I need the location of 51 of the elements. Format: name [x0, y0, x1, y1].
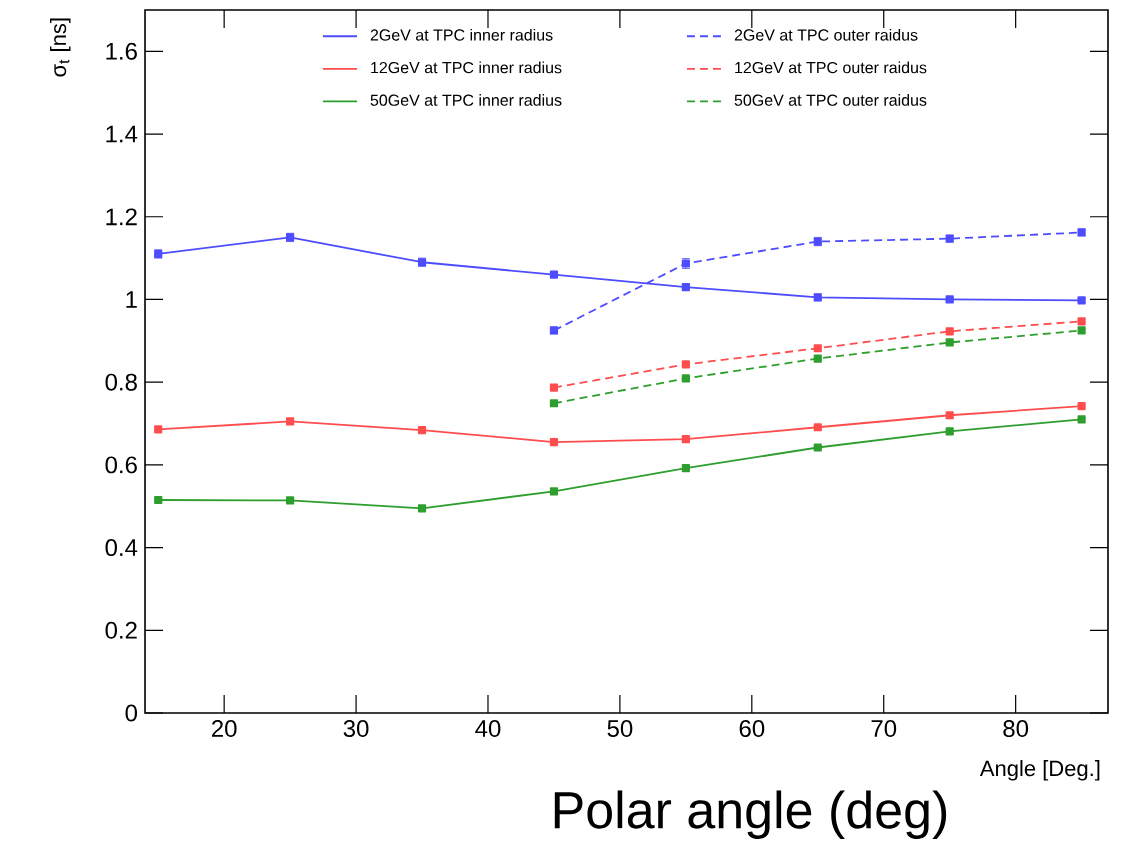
- y-tick-label: 1.6: [106, 42, 137, 60]
- legend-label: 50GeV at TPC outer raidus: [734, 94, 927, 106]
- y-tick-label: 0.2: [105, 621, 137, 639]
- y-tick-label: 0.8: [105, 373, 137, 391]
- point: [813, 423, 822, 432]
- point: [549, 487, 559, 496]
- point: [1077, 402, 1086, 411]
- legend-label: 12GeV at TPC inner radius: [371, 61, 562, 74]
- point: [681, 435, 690, 444]
- x-tick-label: 40: [475, 720, 501, 738]
- point: [417, 504, 427, 513]
- legend-label: 50GeV at TPC inner radius: [370, 94, 562, 106]
- point: [154, 495, 163, 505]
- x-tick-label: 30: [343, 720, 369, 738]
- legend-label: 12GeV at TPC outer raidus: [735, 61, 927, 74]
- point: [681, 464, 690, 473]
- point: [945, 338, 954, 347]
- y-tick-label: 1.4: [106, 125, 138, 143]
- y-tick-label: 0.4: [105, 539, 138, 557]
- point: [681, 374, 690, 383]
- point: [1077, 326, 1086, 335]
- point: [286, 417, 295, 426]
- point: [945, 427, 954, 436]
- point: [945, 327, 954, 336]
- point: [417, 426, 427, 435]
- point: [1077, 317, 1086, 326]
- point: [813, 344, 822, 353]
- point: [154, 425, 163, 434]
- x-tick-label: 60: [739, 720, 765, 738]
- point: [286, 496, 295, 505]
- point: [813, 443, 822, 452]
- y-tick-label: 0: [125, 704, 138, 722]
- point: [945, 411, 954, 420]
- x-tick-label: 20: [212, 720, 237, 738]
- point: [813, 354, 822, 363]
- y-tick-label: 1.2: [106, 208, 137, 226]
- x-axis-title: Angle [Deg.]: [979, 760, 1100, 781]
- x-tick-label: 50: [607, 720, 633, 738]
- y-axis-title: σ$_{t}$ [ns]: [50, 18, 71, 77]
- point: [1077, 415, 1086, 424]
- legend-label: 2GeV at TPC inner radius: [370, 28, 553, 41]
- y-tick-label: 0.6: [105, 456, 137, 474]
- point: [549, 438, 559, 447]
- x-tick-label: 70: [871, 720, 897, 738]
- x-tick-label: 80: [1003, 720, 1029, 738]
- y-tick-label: 1: [126, 291, 137, 308]
- point: [549, 399, 559, 408]
- point: [549, 383, 559, 392]
- text: Polar angle (deg): [554, 790, 947, 839]
- legend-label: 2GeV at TPC outer raidus: [734, 28, 918, 41]
- point: [681, 360, 690, 369]
